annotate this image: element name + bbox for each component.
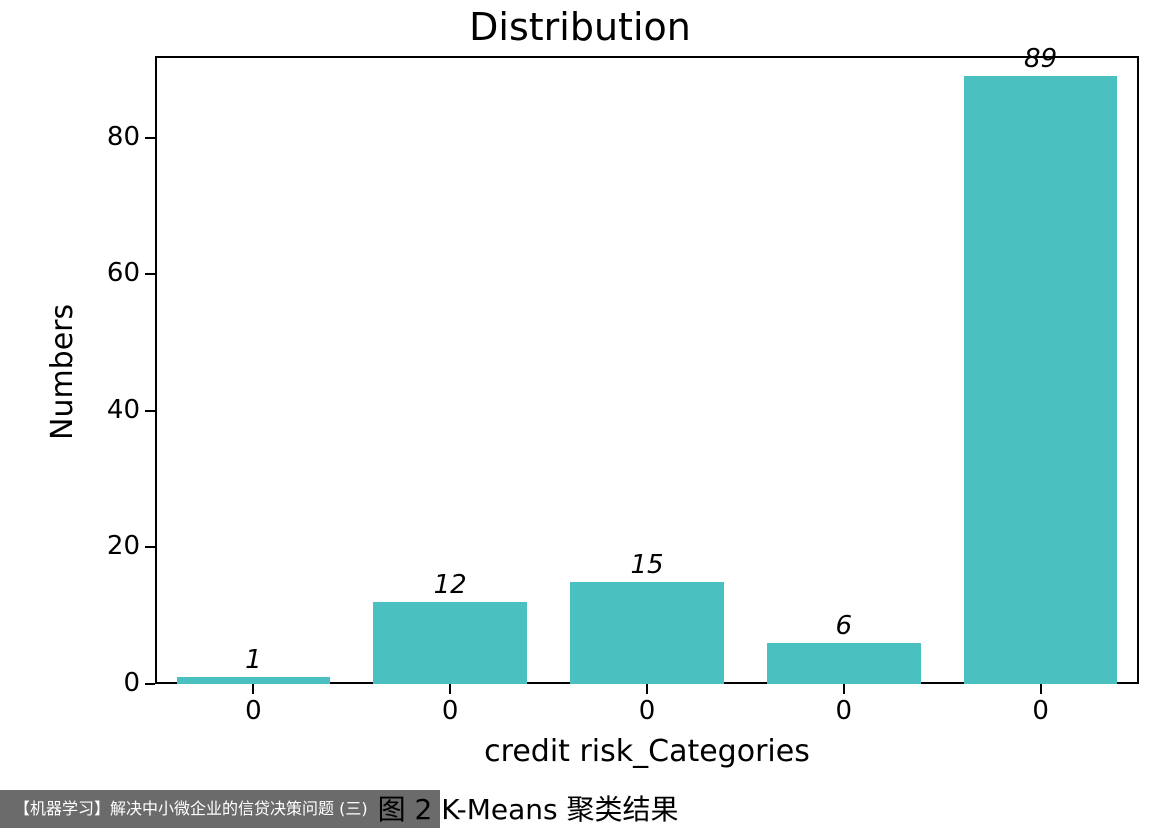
ytick-label: 0 xyxy=(85,668,140,698)
xtick-mark xyxy=(449,684,451,694)
chart-title: Distribution xyxy=(0,5,1160,49)
xtick-mark xyxy=(252,684,254,694)
bar-value-label: 1 xyxy=(203,645,303,675)
ytick-label: 60 xyxy=(85,258,140,288)
ytick-mark xyxy=(145,546,155,548)
bar xyxy=(177,677,331,684)
xtick-label: 0 xyxy=(1001,696,1081,726)
chart-container: Distribution Numbers credit risk_Categor… xyxy=(0,0,1160,828)
xtick-mark xyxy=(646,684,648,694)
bar xyxy=(570,582,724,684)
xtick-mark xyxy=(843,684,845,694)
bar-value-label: 6 xyxy=(794,611,894,641)
ytick-mark xyxy=(145,683,155,685)
bar xyxy=(767,643,921,684)
bar xyxy=(373,602,527,684)
ytick-mark xyxy=(145,273,155,275)
xtick-mark xyxy=(1040,684,1042,694)
xtick-label: 0 xyxy=(213,696,293,726)
xtick-label: 0 xyxy=(410,696,490,726)
bar-value-label: 89 xyxy=(991,44,1091,74)
ytick-label: 80 xyxy=(85,122,140,152)
figure-caption: 图 2 K-Means 聚类结果 xyxy=(374,788,679,828)
caption-source: 【机器学习】解决中小微企业的信贷决策问题 (三) xyxy=(0,790,374,828)
y-axis-label: Numbers xyxy=(45,304,80,440)
ytick-mark xyxy=(145,410,155,412)
bar xyxy=(964,76,1118,684)
ytick-label: 20 xyxy=(85,531,140,561)
x-axis-label: credit risk_Categories xyxy=(155,734,1139,769)
xtick-label: 0 xyxy=(607,696,687,726)
xtick-label: 0 xyxy=(804,696,884,726)
bar-value-label: 12 xyxy=(400,570,500,600)
ytick-label: 40 xyxy=(85,395,140,425)
ytick-mark xyxy=(145,137,155,139)
bar-value-label: 15 xyxy=(597,550,697,580)
